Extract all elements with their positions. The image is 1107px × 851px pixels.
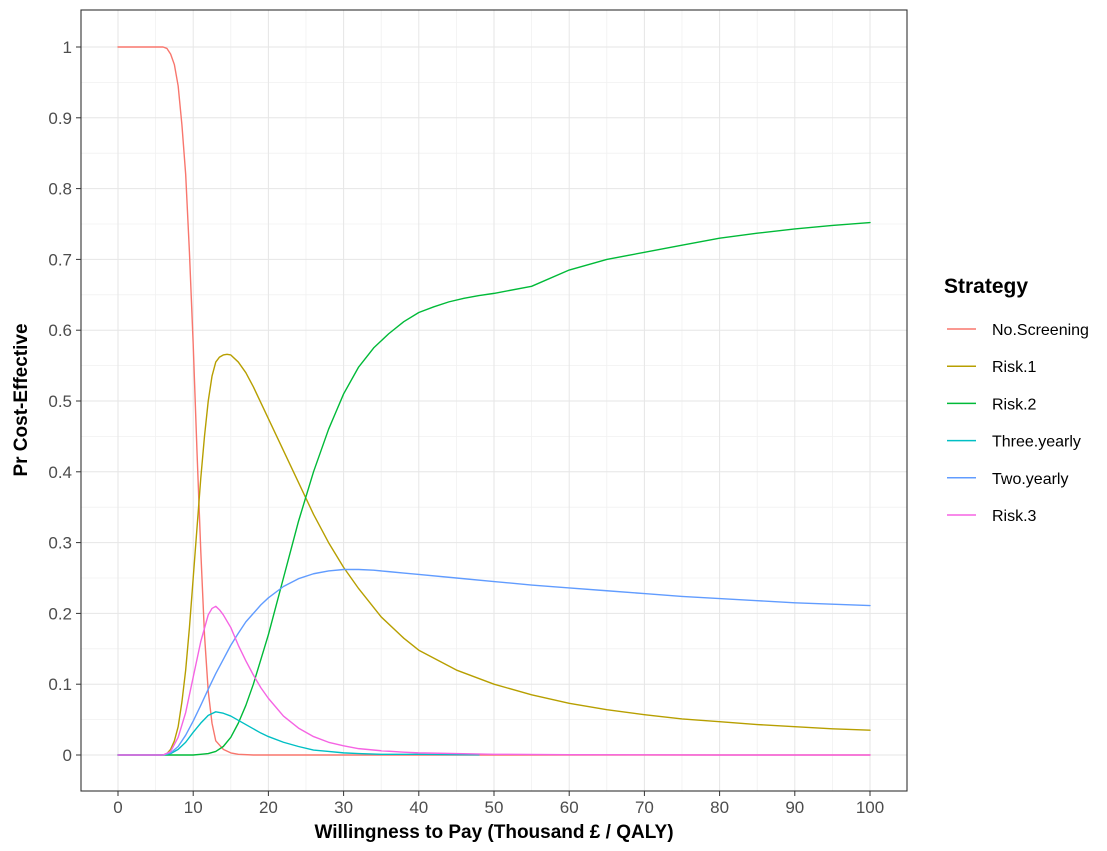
x-tick-label: 80 [710, 798, 729, 817]
x-tick-label: 40 [409, 798, 428, 817]
y-tick-label: 0.5 [48, 392, 72, 411]
legend-label: Risk.2 [992, 396, 1037, 413]
series-line-risk-1 [117, 353, 871, 756]
y-tick-label: 0.3 [48, 534, 72, 553]
y-tick-label: 0.7 [48, 250, 72, 269]
legend-label: No.Screening [992, 322, 1089, 339]
legend-label: Risk.3 [992, 508, 1037, 525]
legend-label: Two.yearly [992, 471, 1068, 488]
ticks-layer: 0 10 20 30 40 50 60 70 80 90 100 0 0.1 0.2 0.3 0.4 0.5 0.… [48, 38, 884, 817]
legend-items: No.Screening Risk.1 Risk.2 Three.yearly Two.… [947, 322, 1089, 525]
legend: Strategy No.Screening Risk.1 Risk.2 Three.y… [944, 275, 1089, 525]
series-line-risk-2 [117, 221, 871, 756]
legend-item: Risk.3 [947, 508, 1037, 525]
x-tick-label: 0 [113, 798, 122, 817]
x-tick-label: 60 [560, 798, 579, 817]
legend-item: Two.yearly [947, 471, 1068, 488]
y-tick-label: 0.6 [48, 321, 72, 340]
x-tick-label: 50 [485, 798, 504, 817]
x-tick-label: 30 [334, 798, 353, 817]
y-tick-label: 0 [63, 746, 72, 765]
legend-item: Three.yearly [947, 434, 1081, 451]
x-tick-label: 70 [635, 798, 654, 817]
x-tick-label: 20 [259, 798, 278, 817]
legend-label: Risk.1 [992, 359, 1037, 376]
y-tick-label: 0.4 [48, 463, 72, 482]
series-line-two-yearly [117, 568, 871, 756]
series-line-three-yearly [117, 711, 480, 756]
legend-item: No.Screening [947, 322, 1089, 339]
y-tick-label: 0.1 [48, 675, 72, 694]
x-tick-label: 100 [856, 798, 884, 817]
y-tick-label: 0.2 [48, 604, 72, 623]
legend-title: Strategy [944, 275, 1028, 298]
y-axis-title: Pr Cost-Effective [11, 323, 32, 476]
series-line-risk-3 [117, 605, 871, 756]
y-tick-label: 1 [63, 38, 72, 57]
legend-item: Risk.1 [947, 359, 1037, 376]
x-axis-title: Willingness to Pay (Thousand £ / QALY) [314, 822, 673, 843]
x-tick-label: 10 [184, 798, 203, 817]
y-tick-label: 0.9 [48, 109, 72, 128]
y-tick-label: 0.8 [48, 180, 72, 199]
legend-item: Risk.2 [947, 396, 1037, 413]
legend-label: Three.yearly [992, 434, 1081, 451]
series-layer [117, 46, 871, 756]
x-tick-label: 90 [785, 798, 804, 817]
